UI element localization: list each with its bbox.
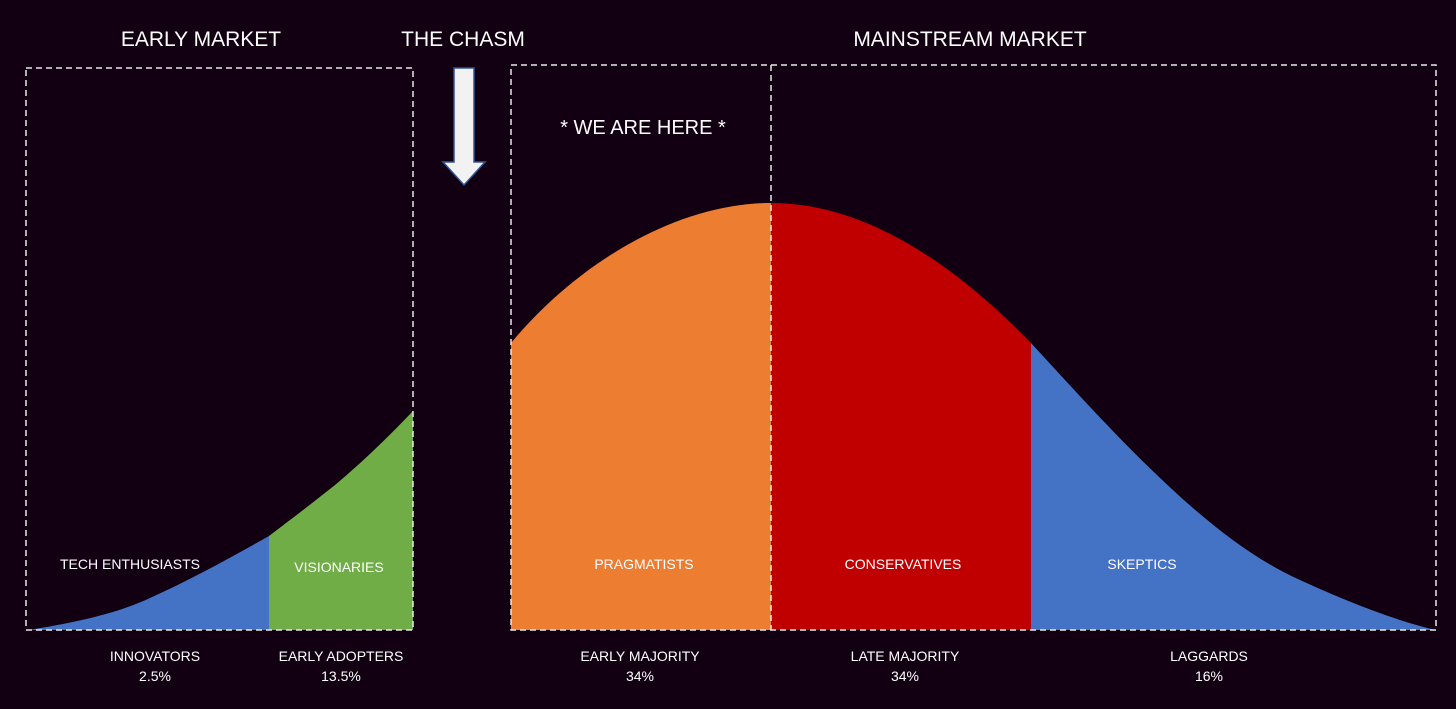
segment-area-laggards: [1031, 343, 1436, 630]
segment-label-conservatives: CONSERVATIVES: [845, 556, 962, 572]
segment-area-innovators: [28, 536, 269, 630]
group-share-early-majority: 34%: [626, 668, 654, 684]
segment-area-early-majority: [511, 203, 771, 630]
segment-label-tech-enthusiasts: TECH ENTHUSIASTS: [60, 556, 200, 572]
segment-label-pragmatists: PRAGMATISTS: [594, 556, 693, 572]
curve-segments: [28, 203, 1436, 630]
group-label-innovators: INNOVATORS: [110, 648, 200, 664]
segment-label-skeptics: SKEPTICS: [1107, 556, 1176, 572]
group-label-late-majority: LATE MAJORITY: [851, 648, 960, 664]
group-label-early-majority: EARLY MAJORITY: [580, 648, 700, 664]
group-label-early-adopters: EARLY ADOPTERS: [279, 648, 404, 664]
group-label-laggards: LAGGARDS: [1170, 648, 1248, 664]
group-share-late-majority: 34%: [891, 668, 919, 684]
group-share-innovators: 2.5%: [139, 668, 171, 684]
segment-area-late-majority: [771, 203, 1031, 630]
chasm-down-arrow-icon: [441, 67, 487, 187]
chasm-header: THE CHASM: [401, 28, 525, 51]
mainstream-market-header: MAINSTREAM MARKET: [853, 28, 1087, 51]
we-are-here-marker: * WE ARE HERE *: [560, 117, 726, 139]
segment-area-early-adopters: [269, 411, 413, 630]
segment-label-visionaries: VISIONARIES: [294, 559, 383, 575]
early-market-header: EARLY MARKET: [121, 28, 281, 51]
group-share-laggards: 16%: [1195, 668, 1223, 684]
group-share-early-adopters: 13.5%: [321, 668, 361, 684]
early-market-box: [25, 67, 414, 631]
mainstream-market-box: [510, 64, 1437, 631]
